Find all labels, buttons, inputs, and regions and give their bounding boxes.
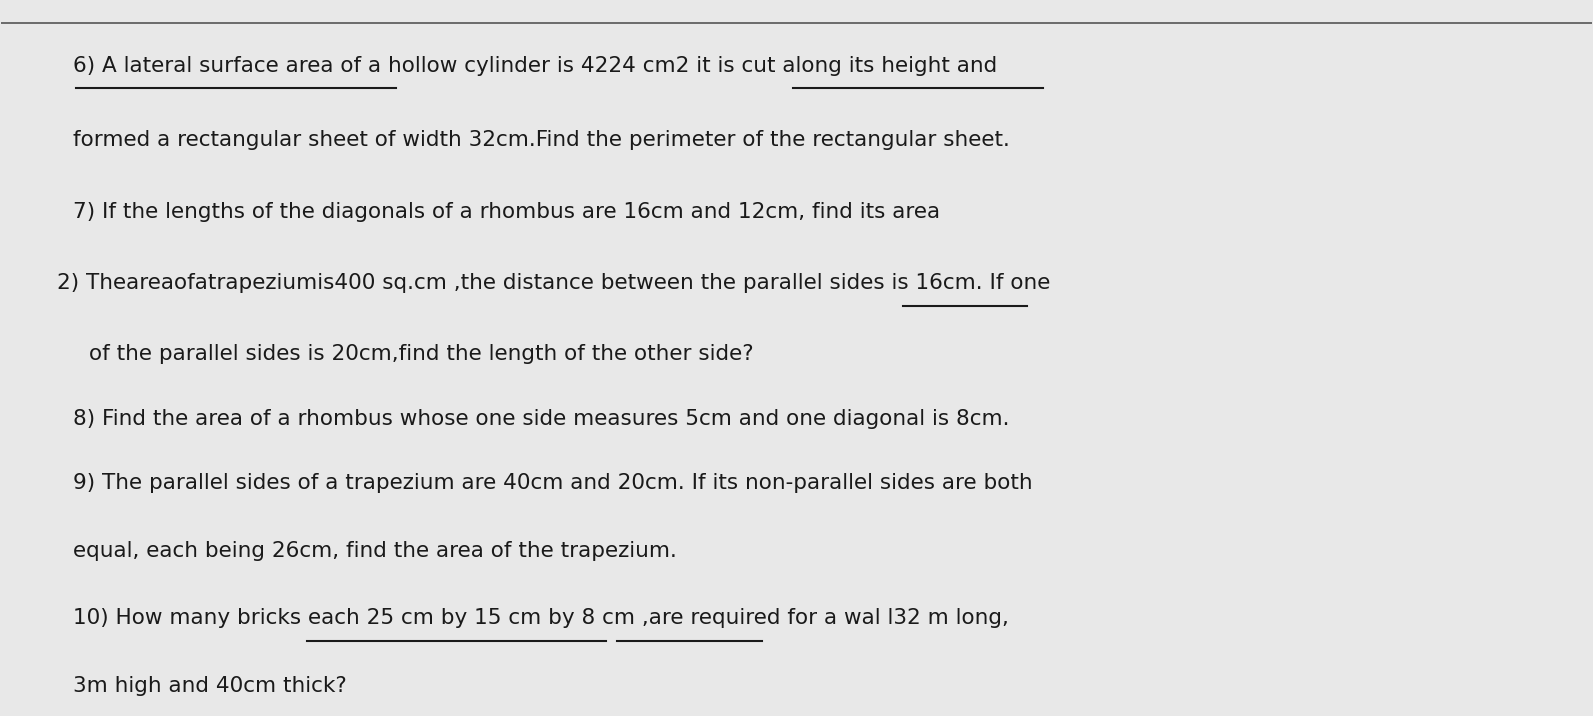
Text: 6) A lateral surface area of a hollow cylinder is 4224 cm2 it is cut along its h: 6) A lateral surface area of a hollow cy… xyxy=(73,56,997,76)
Text: 9) The parallel sides of a trapezium are 40cm and 20cm. If its non-parallel side: 9) The parallel sides of a trapezium are… xyxy=(73,473,1032,493)
Text: of the parallel sides is 20cm,find the length of the other side?: of the parallel sides is 20cm,find the l… xyxy=(89,344,753,364)
Text: equal, each being 26cm, find the area of the trapezium.: equal, each being 26cm, find the area of… xyxy=(73,541,677,561)
Text: 3m high and 40cm thick?: 3m high and 40cm thick? xyxy=(73,676,347,696)
Text: 10) How many bricks each 25 cm by 15 cm by 8 cm ,are required for a wal l32 m lo: 10) How many bricks each 25 cm by 15 cm … xyxy=(73,609,1008,629)
Text: 2) Theareaofatrapeziumis400 sq.cm ,the distance between the parallel sides is 16: 2) Theareaofatrapeziumis400 sq.cm ,the d… xyxy=(57,273,1050,293)
Text: formed a rectangular sheet of width 32cm.Find the perimeter of the rectangular s: formed a rectangular sheet of width 32cm… xyxy=(73,130,1010,150)
Text: 7) If the lengths of the diagonals of a rhombus are 16cm and 12cm, find its area: 7) If the lengths of the diagonals of a … xyxy=(73,202,940,222)
Text: 8) Find the area of a rhombus whose one side measures 5cm and one diagonal is 8c: 8) Find the area of a rhombus whose one … xyxy=(73,409,1010,429)
